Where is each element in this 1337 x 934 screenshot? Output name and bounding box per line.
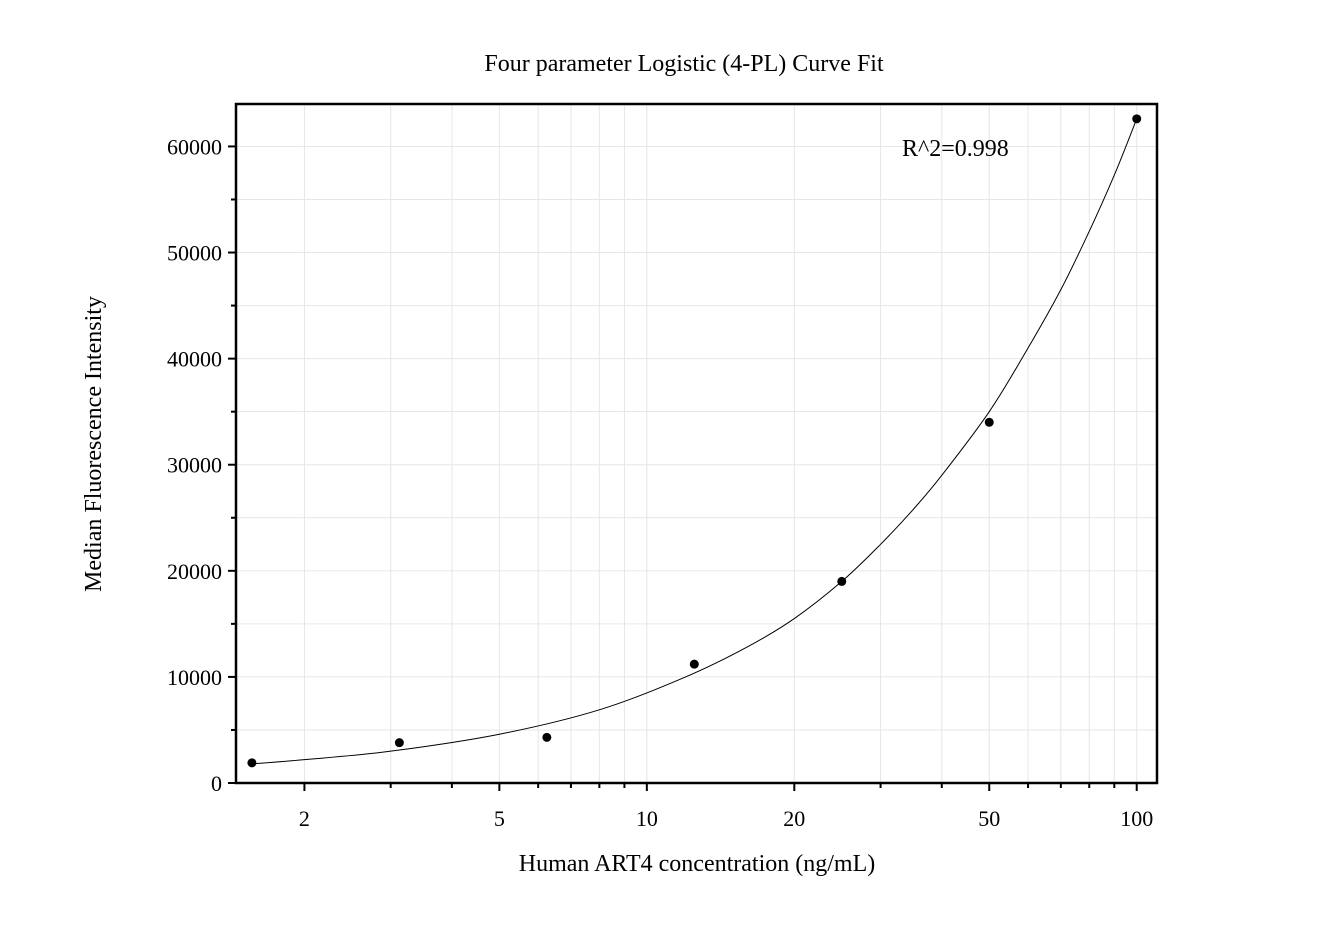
plot-frame [234,102,1159,785]
y-tick-label: 10000 [167,665,222,690]
y-tick-label: 20000 [167,559,222,584]
x-tick-label: 2 [299,806,310,831]
data-point [689,659,699,669]
x-tick-label: 50 [978,806,1000,831]
y-tick-label: 0 [211,771,222,796]
x-tick-label: 5 [494,806,505,831]
y-tick-label: 40000 [167,347,222,372]
x-tick-label: 20 [783,806,805,831]
data-point [837,576,847,586]
x-tick-label: 10 [636,806,658,831]
x-tick-label: 100 [1120,806,1153,831]
data-point [247,758,257,768]
y-tick-label: 50000 [167,241,222,266]
r-squared-annotation: R^2=0.998 [902,136,1009,162]
data-point [984,417,994,427]
y-tick-label: 60000 [167,134,222,159]
data-point [394,738,404,748]
x-axis: 2 5 10 20 50 100 [299,783,1153,831]
y-axis-label: Median Fluorescence Intensity [81,296,107,592]
chart-title: Four parameter Logistic (4-PL) Curve Fit [484,51,884,77]
data-point [1132,114,1142,124]
data-points [247,114,1142,768]
grid-lines [236,104,1157,783]
y-axis: 0 10000 20000 30000 40000 50000 60000 [167,134,236,796]
data-point [542,732,552,742]
y-tick-label: 30000 [167,453,222,478]
x-axis-label: Human ART4 concentration (ng/mL) [519,851,875,877]
